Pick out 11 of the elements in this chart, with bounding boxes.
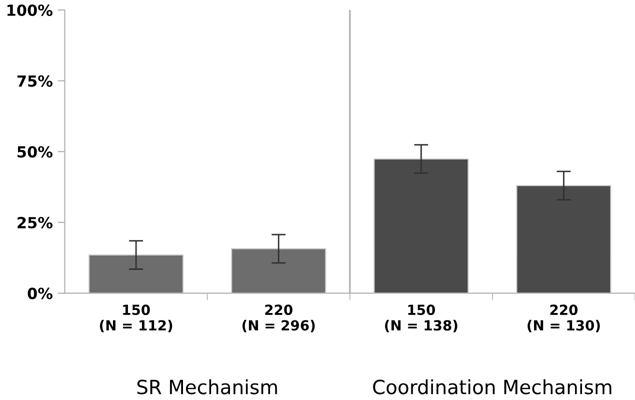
y-tick-label: 75%: [17, 75, 52, 87]
x-tick-label: 150 (N = 138): [385, 304, 458, 332]
x-tick-label: 150 (N = 112): [100, 304, 172, 332]
text: Coordination Mechanism: [373, 379, 612, 394]
x-tick-label: 220 (N = 296): [242, 304, 315, 332]
y-tick-label: 100%: [7, 4, 52, 16]
y-tick-label: 50%: [18, 146, 52, 158]
y-tick-label: 0%: [28, 288, 52, 300]
y-tick-label: 25%: [18, 216, 52, 228]
text: SR Mechanism: [137, 379, 277, 394]
x-tick-label: 220 (N = 130): [528, 304, 600, 332]
